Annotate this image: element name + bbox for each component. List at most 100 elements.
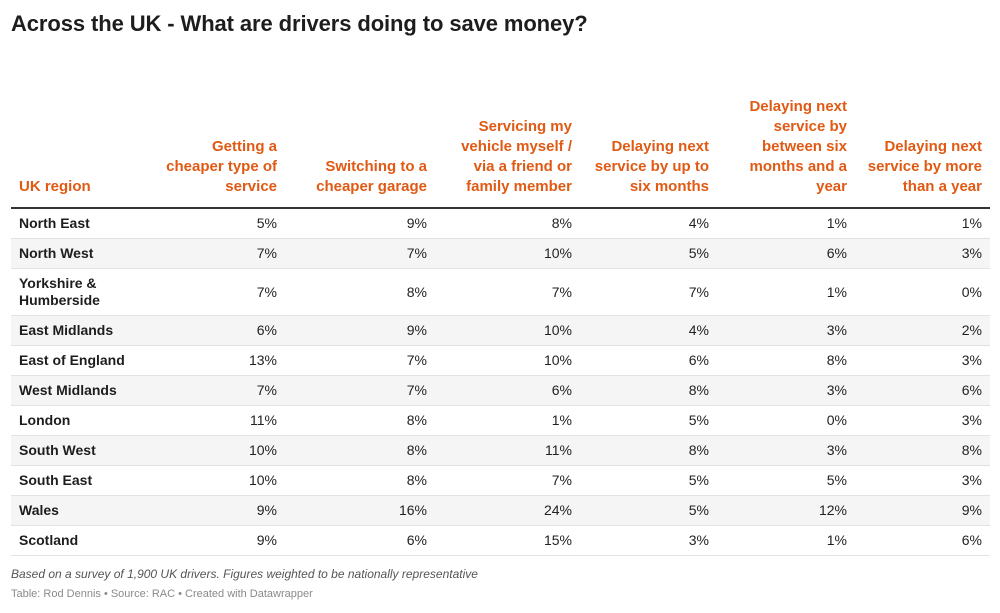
value-cell: 0%: [855, 268, 990, 316]
value-cell: 1%: [717, 525, 855, 556]
value-cell: 7%: [580, 268, 717, 316]
value-cell: 5%: [580, 238, 717, 269]
value-cell: 6%: [580, 345, 717, 376]
value-cell: 8%: [435, 208, 580, 239]
value-cell: 7%: [285, 375, 435, 406]
value-cell: 8%: [285, 465, 435, 496]
value-cell: 9%: [285, 315, 435, 346]
table-row: North East 5% 9% 8% 4% 1% 1%: [11, 208, 990, 239]
header-row: UK region Getting a cheaper type of serv…: [11, 60, 990, 209]
value-cell: 3%: [855, 238, 990, 269]
region-cell: Wales: [11, 495, 151, 526]
value-cell: 4%: [580, 315, 717, 346]
value-cell: 5%: [580, 405, 717, 436]
region-cell: London: [11, 405, 151, 436]
value-cell: 7%: [151, 238, 285, 269]
region-cell: Scotland: [11, 525, 151, 556]
value-cell: 5%: [717, 465, 855, 496]
value-cell: 6%: [855, 525, 990, 556]
value-cell: 9%: [285, 208, 435, 239]
value-cell: 1%: [855, 208, 990, 239]
value-cell: 8%: [285, 268, 435, 316]
value-cell: 5%: [151, 208, 285, 239]
value-cell: 13%: [151, 345, 285, 376]
column-header-delay-over-year: Delaying next service by more than a yea…: [855, 60, 990, 209]
region-cell: South West: [11, 435, 151, 466]
value-cell: 3%: [855, 465, 990, 496]
data-table: UK region Getting a cheaper type of serv…: [11, 60, 990, 556]
value-cell: 4%: [580, 208, 717, 239]
value-cell: 6%: [717, 238, 855, 269]
chart-notes: Based on a survey of 1,900 UK drivers. F…: [11, 567, 478, 581]
table-row: Yorkshire & Humberside 7% 8% 7% 7% 1% 0%: [11, 268, 990, 316]
value-cell: 1%: [717, 268, 855, 316]
value-cell: 9%: [151, 495, 285, 526]
value-cell: 24%: [435, 495, 580, 526]
value-cell: 6%: [151, 315, 285, 346]
table-row: East Midlands 6% 9% 10% 4% 3% 2%: [11, 315, 990, 346]
table-row: North West 7% 7% 10% 5% 6% 3%: [11, 238, 990, 269]
value-cell: 8%: [855, 435, 990, 466]
region-cell: North West: [11, 238, 151, 269]
table-body: North East 5% 9% 8% 4% 1% 1% North West 7% 7% 10% 5…: [11, 208, 990, 556]
table-row: West Midlands 7% 7% 6% 8% 3% 6%: [11, 375, 990, 406]
region-cell: North East: [11, 208, 151, 239]
value-cell: 12%: [717, 495, 855, 526]
column-header-delay-six-to-twelve: Delaying next service by between six mon…: [717, 60, 855, 209]
value-cell: 7%: [435, 268, 580, 316]
value-cell: 10%: [435, 238, 580, 269]
table-row: South West 10% 8% 11% 8% 3% 8%: [11, 435, 990, 466]
value-cell: 15%: [435, 525, 580, 556]
value-cell: 11%: [151, 405, 285, 436]
region-cell: West Midlands: [11, 375, 151, 406]
value-cell: 7%: [151, 375, 285, 406]
value-cell: 16%: [285, 495, 435, 526]
region-cell: South East: [11, 465, 151, 496]
table-row: London 11% 8% 1% 5% 0% 3%: [11, 405, 990, 436]
value-cell: 1%: [717, 208, 855, 239]
region-cell: East Midlands: [11, 315, 151, 346]
value-cell: 0%: [717, 405, 855, 436]
value-cell: 6%: [435, 375, 580, 406]
value-cell: 3%: [855, 405, 990, 436]
value-cell: 2%: [855, 315, 990, 346]
value-cell: 3%: [855, 345, 990, 376]
column-header-self-servicing: Servicing my vehicle myself / via a frie…: [435, 60, 580, 209]
value-cell: 10%: [151, 465, 285, 496]
region-cell: Yorkshire & Humberside: [11, 268, 151, 316]
chart-title: Across the UK - What are drivers doing t…: [11, 11, 588, 36]
value-cell: 8%: [285, 405, 435, 436]
value-cell: 3%: [717, 315, 855, 346]
value-cell: 9%: [855, 495, 990, 526]
value-cell: 6%: [855, 375, 990, 406]
value-cell: 8%: [285, 435, 435, 466]
value-cell: 3%: [717, 435, 855, 466]
value-cell: 7%: [285, 238, 435, 269]
value-cell: 5%: [580, 495, 717, 526]
column-header-cheaper-garage: Switching to a cheaper garage: [285, 60, 435, 209]
table-row: South East 10% 8% 7% 5% 5% 3%: [11, 465, 990, 496]
column-header-region: UK region: [11, 60, 151, 209]
value-cell: 11%: [435, 435, 580, 466]
value-cell: 6%: [285, 525, 435, 556]
value-cell: 7%: [435, 465, 580, 496]
value-cell: 8%: [717, 345, 855, 376]
value-cell: 5%: [580, 465, 717, 496]
value-cell: 9%: [151, 525, 285, 556]
chart-credits: Table: Rod Dennis • Source: RAC • Create…: [11, 588, 313, 600]
value-cell: 1%: [435, 405, 580, 436]
column-header-delay-six-months: Delaying next service by up to six month…: [580, 60, 717, 209]
value-cell: 8%: [580, 375, 717, 406]
value-cell: 10%: [151, 435, 285, 466]
column-header-cheaper-service: Getting a cheaper type of service: [151, 60, 285, 209]
value-cell: 10%: [435, 345, 580, 376]
value-cell: 3%: [717, 375, 855, 406]
value-cell: 10%: [435, 315, 580, 346]
value-cell: 3%: [580, 525, 717, 556]
value-cell: 8%: [580, 435, 717, 466]
value-cell: 7%: [151, 268, 285, 316]
table-row: Wales 9% 16% 24% 5% 12% 9%: [11, 495, 990, 526]
region-cell: East of England: [11, 345, 151, 376]
value-cell: 7%: [285, 345, 435, 376]
table-row: Scotland 9% 6% 15% 3% 1% 6%: [11, 525, 990, 556]
